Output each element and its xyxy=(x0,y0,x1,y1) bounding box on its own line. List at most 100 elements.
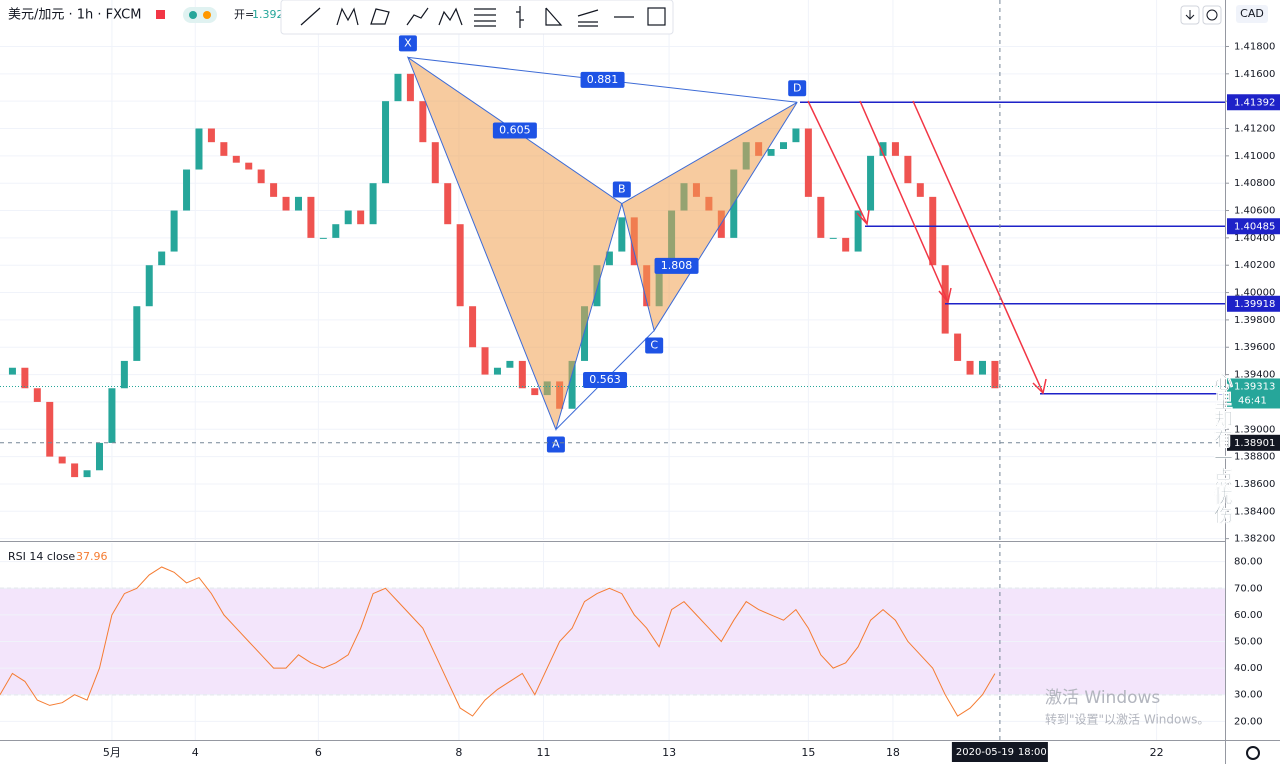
candle xyxy=(357,210,365,225)
watermark-title: 激活 Windows xyxy=(1045,688,1160,708)
y-tick-label: 70.00 xyxy=(1234,583,1263,594)
point-label: C xyxy=(650,339,658,352)
tool-fan[interactable] xyxy=(577,9,599,27)
y-tick-label: 1.40000 xyxy=(1234,288,1275,299)
ratio-box xyxy=(654,257,699,274)
x-tick-label: 5月 xyxy=(103,746,121,759)
candle xyxy=(916,183,924,197)
candle xyxy=(904,155,912,184)
point-box xyxy=(788,80,807,97)
tool-bar[interactable] xyxy=(516,6,524,28)
toolbar-frame xyxy=(280,0,674,35)
crosshair-time: 18:00 xyxy=(1018,747,1047,758)
candle xyxy=(46,401,54,457)
watermark-text: 转到"设置"以激活 Windows。 xyxy=(1045,712,1209,727)
candle xyxy=(120,360,128,389)
tool-fib[interactable] xyxy=(474,8,496,27)
y-tick-label: 40.00 xyxy=(1234,663,1263,674)
scroll-icon xyxy=(1185,10,1195,20)
level-label: 1.40485 xyxy=(1234,221,1275,232)
x-tick-label: 11 xyxy=(536,746,550,759)
ratio-box xyxy=(583,372,628,389)
candle xyxy=(506,360,514,368)
candle xyxy=(493,367,501,375)
candle xyxy=(145,265,153,307)
candle xyxy=(605,251,613,266)
candle xyxy=(294,196,302,211)
y-tick-label: 1.38200 xyxy=(1234,534,1275,545)
projection-arrows xyxy=(807,100,1047,395)
arrow xyxy=(912,100,1044,394)
reset-button[interactable] xyxy=(1202,5,1222,25)
candle xyxy=(481,347,489,375)
x-tick-label: 18 xyxy=(886,746,900,759)
tool-path[interactable] xyxy=(406,7,429,26)
arrow-head xyxy=(938,287,952,304)
point-box xyxy=(398,35,417,52)
y-tick-label: 1.38600 xyxy=(1234,479,1275,490)
y-tick-label: 1.39400 xyxy=(1234,370,1275,381)
y-tick-label: 50.00 xyxy=(1234,637,1263,648)
tool-rect[interactable] xyxy=(647,7,666,26)
drawing-toolbar[interactable] xyxy=(280,0,674,35)
candle xyxy=(21,367,29,389)
currency: CAD xyxy=(1240,7,1264,20)
last-price-box xyxy=(1227,378,1280,409)
currency-box[interactable] xyxy=(1236,5,1268,23)
rsi-last-value: 37.96 xyxy=(76,550,108,563)
candle xyxy=(95,442,103,471)
candle xyxy=(232,155,240,163)
arrow xyxy=(807,100,868,225)
last-price-label: 1.39313 xyxy=(1234,381,1275,392)
y-tick-label: 1.40200 xyxy=(1234,260,1275,271)
candle xyxy=(792,128,800,143)
candle xyxy=(804,128,812,197)
candle xyxy=(879,142,887,156)
candle xyxy=(431,142,439,184)
status-pill xyxy=(183,7,217,23)
candle xyxy=(8,367,16,375)
ratio-box xyxy=(492,122,537,139)
y-tick-label: 80.00 xyxy=(1234,557,1263,568)
y-tick-label: 1.38400 xyxy=(1234,506,1275,517)
point-box xyxy=(546,436,565,453)
candle xyxy=(245,162,253,170)
tool-angle[interactable] xyxy=(545,7,563,26)
x-tick-label: 4 xyxy=(192,746,199,759)
y-tick-label: 1.41200 xyxy=(1234,124,1275,135)
tool-trendline[interactable] xyxy=(300,7,321,26)
ratio-label: 0.563 xyxy=(589,373,621,386)
candle xyxy=(183,169,191,211)
settings-icon[interactable] xyxy=(1246,746,1260,760)
y-tick-label: 1.41000 xyxy=(1234,151,1275,162)
tool-polygon[interactable] xyxy=(370,8,390,25)
y-tick-label: 1.40400 xyxy=(1234,233,1275,244)
candle xyxy=(270,183,278,197)
tool-xabcd[interactable] xyxy=(438,7,463,26)
candle xyxy=(767,149,775,156)
candle xyxy=(842,237,850,252)
candle xyxy=(33,388,41,402)
reset-icon xyxy=(1206,9,1218,21)
tool-pattern[interactable] xyxy=(336,7,359,26)
candle xyxy=(456,224,464,307)
arrow-head xyxy=(856,209,870,226)
x-tick-label: 15 xyxy=(801,746,815,759)
point-label: X xyxy=(404,36,412,49)
candle xyxy=(71,463,79,478)
ratio-label: 1.808 xyxy=(661,259,693,272)
ratio-label: 0.605 xyxy=(499,123,531,136)
pattern-fill xyxy=(621,101,798,332)
level-label: 1.41392 xyxy=(1234,97,1275,108)
arrow xyxy=(859,100,949,303)
point-box xyxy=(612,181,631,198)
ratio-box xyxy=(580,71,625,88)
candle xyxy=(319,237,327,239)
candle xyxy=(257,169,265,184)
x-tick-label: 6 xyxy=(315,746,322,759)
candle xyxy=(382,101,390,184)
y-tick-label: 1.39800 xyxy=(1234,315,1275,326)
level-box xyxy=(1227,94,1280,111)
candle xyxy=(83,470,91,478)
